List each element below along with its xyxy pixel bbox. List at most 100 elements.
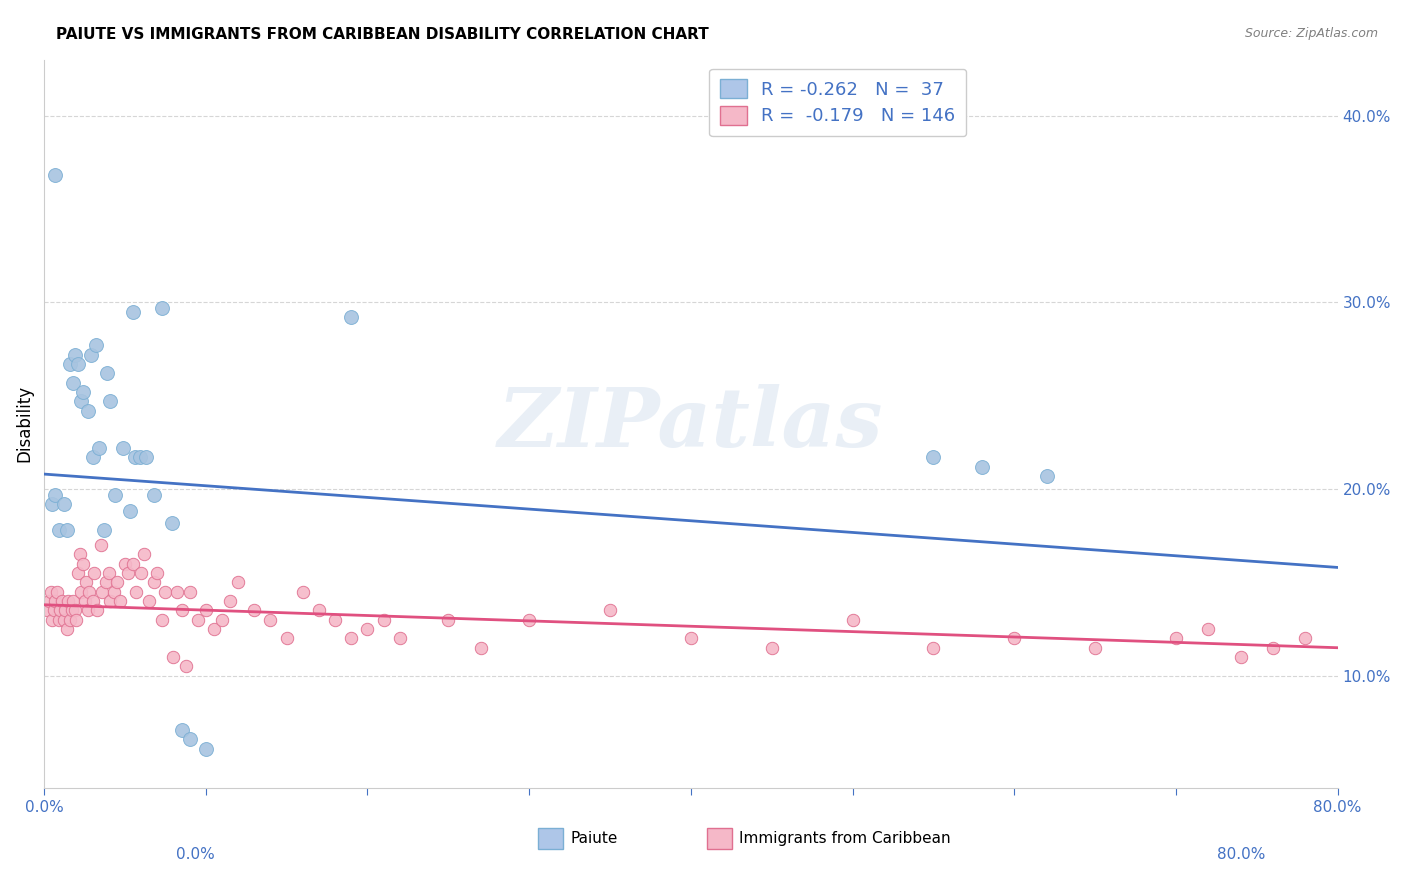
Point bbox=[103, 584, 125, 599]
Point bbox=[55, 523, 77, 537]
Point bbox=[170, 723, 193, 737]
Point bbox=[243, 603, 266, 617]
Point bbox=[53, 603, 76, 617]
Point bbox=[135, 450, 157, 465]
Point bbox=[970, 459, 993, 474]
Point bbox=[922, 450, 945, 465]
Point bbox=[194, 603, 217, 617]
Point bbox=[44, 169, 66, 183]
Point bbox=[70, 584, 93, 599]
Point bbox=[55, 622, 77, 636]
Point bbox=[46, 584, 69, 599]
Point bbox=[599, 603, 621, 617]
Point bbox=[356, 622, 378, 636]
Point bbox=[125, 584, 148, 599]
Point bbox=[87, 441, 110, 455]
Point bbox=[90, 538, 112, 552]
Point bbox=[49, 603, 72, 617]
Point bbox=[340, 310, 363, 325]
Point bbox=[58, 594, 80, 608]
Text: 0.0%: 0.0% bbox=[176, 847, 215, 863]
Point bbox=[84, 338, 107, 352]
Point bbox=[226, 575, 249, 590]
Point bbox=[59, 357, 82, 371]
Point bbox=[922, 640, 945, 655]
Point bbox=[75, 575, 97, 590]
Point bbox=[91, 584, 114, 599]
Point bbox=[80, 348, 103, 362]
Point bbox=[42, 603, 65, 617]
Point bbox=[93, 523, 115, 537]
Point bbox=[1261, 640, 1284, 655]
Point bbox=[162, 650, 184, 665]
Point bbox=[1164, 632, 1187, 646]
Point bbox=[259, 613, 281, 627]
Point bbox=[59, 613, 82, 627]
Point bbox=[82, 450, 104, 465]
Point bbox=[104, 488, 127, 502]
Point bbox=[72, 384, 94, 399]
Y-axis label: Disability: Disability bbox=[15, 385, 32, 462]
Point bbox=[114, 557, 136, 571]
Text: 80.0%: 80.0% bbox=[1218, 847, 1265, 863]
Point bbox=[143, 575, 166, 590]
Point bbox=[128, 450, 150, 465]
Point bbox=[1294, 632, 1316, 646]
Point bbox=[63, 348, 86, 362]
Text: ZIPatlas: ZIPatlas bbox=[498, 384, 883, 464]
Point bbox=[155, 584, 177, 599]
Point bbox=[72, 557, 94, 571]
Point bbox=[219, 594, 242, 608]
Point bbox=[166, 584, 188, 599]
Point bbox=[83, 566, 105, 580]
Point bbox=[122, 304, 145, 318]
Point bbox=[63, 603, 86, 617]
Legend: R = -0.262   N =  37, R =  -0.179   N = 146: R = -0.262 N = 37, R = -0.179 N = 146 bbox=[709, 69, 966, 136]
Point bbox=[94, 575, 117, 590]
Point bbox=[150, 301, 173, 315]
Point bbox=[187, 613, 209, 627]
Point bbox=[470, 640, 492, 655]
Point bbox=[69, 547, 91, 561]
Point bbox=[841, 613, 863, 627]
Point bbox=[276, 632, 298, 646]
Point bbox=[44, 488, 66, 502]
Point bbox=[150, 613, 173, 627]
Point bbox=[67, 566, 90, 580]
Point bbox=[118, 504, 141, 518]
Point bbox=[388, 632, 411, 646]
Point bbox=[117, 566, 139, 580]
Point bbox=[143, 488, 166, 502]
Point bbox=[176, 659, 198, 673]
Point bbox=[761, 640, 783, 655]
Point bbox=[108, 594, 131, 608]
Point bbox=[60, 603, 83, 617]
Point bbox=[41, 497, 63, 511]
Point bbox=[323, 613, 346, 627]
Point bbox=[105, 575, 128, 590]
Point bbox=[202, 622, 225, 636]
Point bbox=[97, 566, 120, 580]
Point bbox=[211, 613, 233, 627]
Point bbox=[62, 376, 84, 390]
Point bbox=[100, 394, 122, 409]
Text: Immigrants from Caribbean: Immigrants from Caribbean bbox=[740, 831, 950, 846]
Point bbox=[179, 584, 201, 599]
Point bbox=[51, 594, 73, 608]
Point bbox=[39, 584, 62, 599]
Point bbox=[373, 613, 395, 627]
Point bbox=[100, 594, 122, 608]
Point bbox=[340, 632, 363, 646]
Point bbox=[70, 394, 93, 409]
Point bbox=[82, 594, 104, 608]
Point bbox=[134, 547, 156, 561]
Point bbox=[112, 441, 135, 455]
Point bbox=[124, 450, 146, 465]
Point bbox=[308, 603, 330, 617]
Point bbox=[86, 603, 108, 617]
Point bbox=[179, 732, 201, 747]
Point bbox=[1035, 469, 1057, 483]
Point bbox=[76, 403, 98, 417]
Point bbox=[1197, 622, 1219, 636]
Point bbox=[48, 613, 70, 627]
